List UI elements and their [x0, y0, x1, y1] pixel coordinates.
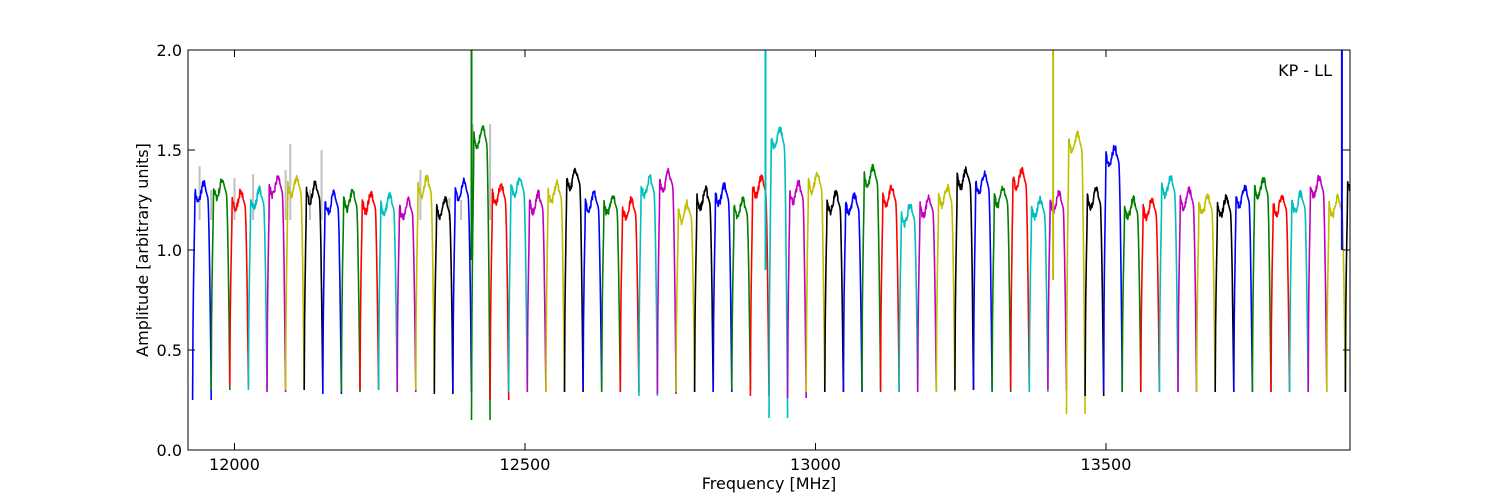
channel-trace-29 — [712, 182, 733, 393]
channel-trace-5 — [266, 175, 287, 393]
channel-trace-40 — [916, 194, 938, 393]
x-axis-label: Frequency [MHz] — [702, 474, 836, 493]
channel-trace-45 — [1009, 166, 1031, 391]
channel-trace-4 — [247, 185, 268, 391]
channel-trace-26 — [656, 167, 677, 395]
channel-trace-27 — [675, 199, 696, 393]
channel-trace-63 — [1344, 181, 1350, 393]
channel-trace-54 — [1177, 186, 1198, 393]
x-tick-label: 12500 — [500, 455, 551, 474]
channel-trace-9 — [340, 188, 361, 393]
y-tick-label: 2.0 — [157, 41, 182, 60]
channel-trace-12 — [396, 196, 417, 393]
channel-trace-64 — [1364, 132, 1383, 417]
channel-trace-46 — [1028, 195, 1049, 393]
channel-trace-32 — [768, 126, 789, 419]
channel-trace-19 — [526, 189, 547, 393]
channel-trace-10 — [359, 190, 380, 391]
channel-trace-53 — [1158, 175, 1179, 393]
y-tick-label: 0.5 — [157, 341, 182, 360]
channel-trace-56 — [1214, 194, 1235, 393]
channel-trace-20 — [545, 179, 566, 393]
channel-trace-48 — [1065, 130, 1086, 415]
channel-trace-14 — [433, 196, 454, 395]
channel-trace-34 — [805, 171, 826, 393]
channel-trace-38 — [879, 184, 900, 393]
channel-trace-35 — [824, 189, 845, 393]
channel-trace-18 — [507, 177, 529, 393]
channel-trace-60 — [1288, 189, 1309, 393]
channel-trace-49 — [1084, 186, 1105, 397]
channel-trace-23 — [600, 195, 622, 393]
channel-trace-55 — [1195, 193, 1216, 393]
channel-trace-52 — [1140, 197, 1161, 393]
channel-trace-3 — [229, 188, 250, 387]
y-tick-label: 0.0 — [157, 441, 182, 460]
channel-trace-37 — [861, 163, 882, 391]
channel-trace-43 — [972, 170, 993, 391]
channel-trace-28 — [693, 185, 714, 393]
channel-trace-11 — [377, 191, 398, 391]
channel-trace-1 — [191, 180, 212, 401]
channel-trace-36 — [842, 192, 863, 393]
channel-trace-13 — [414, 174, 436, 391]
y-tick-label: 1.0 — [157, 241, 182, 260]
channel-trace-47 — [1047, 189, 1068, 391]
channel-trace-24 — [619, 195, 640, 393]
channel-trace-30 — [731, 196, 752, 391]
channel-trace-39 — [898, 203, 919, 393]
channel-trace-21 — [563, 167, 584, 393]
channel-trace-41 — [935, 183, 956, 393]
channel-trace-44 — [991, 185, 1012, 393]
x-tick-label: 13500 — [1081, 455, 1132, 474]
x-tick-label: 13000 — [790, 455, 841, 474]
channel-trace-17 — [489, 183, 510, 401]
tick-layer: 12000 12500 13000 13500 0.0 0.5 1.0 1.5 2.0 — [157, 41, 1350, 474]
channel-trace-61 — [1307, 174, 1328, 393]
channel-trace-7 — [303, 180, 324, 391]
y-tick-label: 1.5 — [157, 141, 182, 160]
channel-trace-22 — [582, 190, 603, 391]
channel-trace-51 — [1121, 195, 1142, 393]
channel-trace-15 — [452, 177, 473, 393]
x-tick-label: 12000 — [209, 455, 260, 474]
channel-trace-16 — [470, 125, 491, 421]
channel-trace-6 — [284, 174, 305, 391]
plot-annotation: KP - LL — [1278, 61, 1332, 80]
channel-trace-58 — [1251, 176, 1272, 393]
channel-trace-33 — [786, 179, 807, 399]
channel-trace-50 — [1102, 144, 1123, 393]
channel-trace-2 — [210, 178, 231, 391]
channel-trace-57 — [1233, 184, 1254, 393]
y-axis-label: Amplitude [arbitrary units] — [133, 143, 152, 357]
channel-trace-59 — [1270, 194, 1291, 393]
channel-trace-8 — [322, 189, 343, 395]
series-layer — [191, 50, 1383, 421]
channel-trace-25 — [638, 174, 659, 397]
channel-trace-42 — [954, 166, 975, 391]
